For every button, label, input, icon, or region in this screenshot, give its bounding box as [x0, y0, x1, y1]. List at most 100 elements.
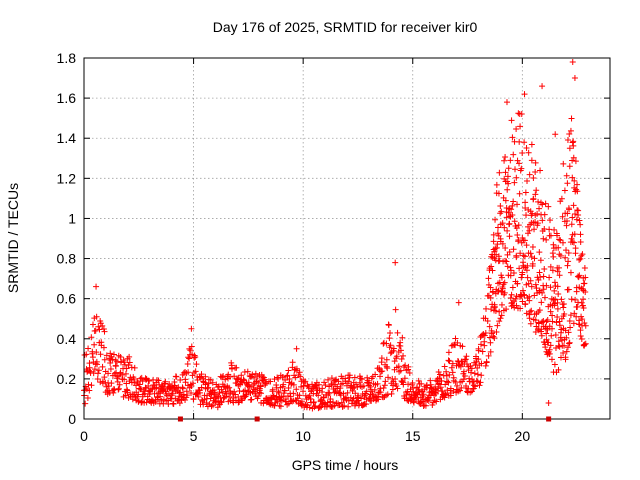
data-point: [551, 226, 558, 233]
data-point: [515, 110, 522, 117]
data-point: [566, 339, 573, 346]
data-point: [544, 326, 551, 333]
data-point: [554, 305, 561, 312]
data-point: [111, 370, 118, 377]
data-point: [274, 398, 281, 405]
data-point: [91, 341, 98, 348]
data-point: [115, 386, 122, 393]
data-point: [249, 371, 256, 378]
data-point: [481, 342, 488, 349]
data-point: [574, 273, 581, 280]
data-point: [263, 379, 270, 386]
data-point: [501, 157, 508, 164]
data-point: [494, 322, 501, 329]
data-point: [372, 371, 379, 378]
data-point: [248, 396, 255, 403]
data-point: [475, 356, 482, 363]
data-point: [514, 201, 521, 208]
data-point: [540, 235, 547, 242]
data-point: [557, 252, 564, 259]
data-point: [568, 221, 575, 228]
data-point: [551, 361, 558, 368]
data-point: [498, 208, 505, 215]
data-point: [171, 379, 178, 386]
data-point: [243, 391, 250, 398]
data-point: [187, 347, 194, 354]
data-point: [552, 331, 559, 338]
data-point: [377, 389, 384, 396]
data-point: [103, 383, 110, 390]
data-point: [427, 381, 434, 388]
data-point: [563, 348, 570, 355]
data-point: [578, 335, 585, 342]
data-point: [556, 272, 563, 279]
data-gap-marker: [546, 416, 552, 422]
data-point: [401, 375, 408, 382]
data-point: [292, 374, 299, 381]
data-point: [122, 370, 129, 377]
data-point: [153, 384, 160, 391]
data-point: [521, 292, 528, 299]
data-point: [186, 355, 193, 362]
data-point: [281, 387, 288, 394]
data-point: [520, 252, 527, 259]
data-point: [554, 268, 561, 275]
data-point: [522, 205, 529, 212]
data-point: [576, 217, 583, 224]
data-point: [570, 202, 577, 209]
y-tick-label: 0: [68, 411, 76, 427]
data-point: [571, 310, 578, 317]
data-point: [386, 335, 393, 342]
data-point: [527, 320, 534, 327]
data-point: [296, 369, 303, 376]
data-gap-marker: [254, 416, 260, 422]
data-point: [566, 206, 573, 213]
data-point: [218, 398, 225, 405]
data-point: [558, 195, 565, 202]
data-point: [353, 381, 360, 388]
data-point: [518, 111, 525, 118]
data-point: [491, 334, 498, 341]
data-point: [569, 174, 576, 181]
data-point: [126, 359, 133, 366]
data-point: [490, 238, 497, 245]
data-point: [445, 379, 452, 386]
data-point: [189, 380, 196, 387]
data-point: [425, 398, 432, 405]
data-point: [488, 263, 495, 270]
data-point: [87, 368, 94, 375]
data-point: [571, 231, 578, 238]
data-point: [505, 180, 512, 187]
y-axis-label: SRMTID / TECUs: [5, 183, 21, 293]
data-point: [110, 389, 117, 396]
data-point: [530, 175, 537, 182]
data-point: [100, 325, 107, 332]
data-point: [374, 380, 381, 387]
data-point: [521, 237, 528, 244]
data-point: [462, 356, 469, 363]
data-point: [117, 353, 124, 360]
data-point: [528, 141, 535, 148]
data-point: [466, 375, 473, 382]
data-point: [487, 348, 494, 355]
data-point: [511, 218, 518, 225]
data-point: [97, 379, 104, 386]
data-point: [582, 340, 589, 347]
data-point: [461, 372, 468, 379]
data-point: [165, 400, 172, 407]
data-point: [88, 334, 95, 341]
data-point: [205, 384, 212, 391]
data-point: [327, 396, 334, 403]
data-point: [452, 335, 459, 342]
data-point: [434, 385, 441, 392]
data-point: [395, 363, 402, 370]
data-point: [278, 397, 285, 404]
data-point: [358, 376, 365, 383]
x-tick-label: 15: [405, 428, 421, 444]
data-point: [293, 365, 300, 372]
data-point: [392, 306, 399, 313]
data-point: [352, 390, 359, 397]
data-point: [450, 374, 457, 381]
data-point: [565, 286, 572, 293]
data-point: [108, 380, 115, 387]
